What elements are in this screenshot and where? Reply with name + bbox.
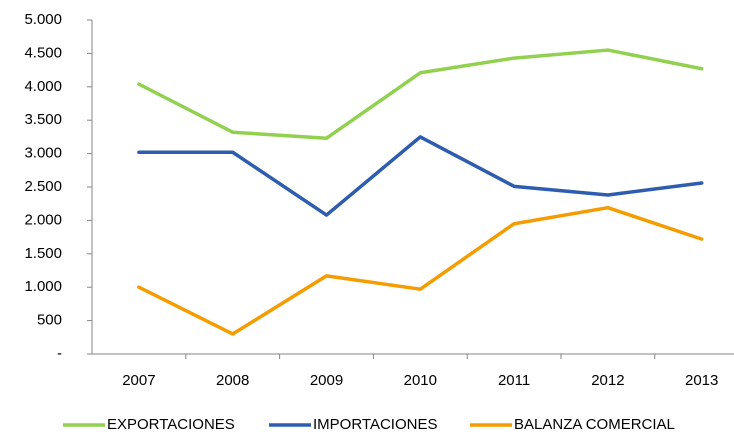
y-tick-label: 1.500 xyxy=(24,245,62,262)
y-tick-label: 4.500 xyxy=(24,44,62,61)
y-tick-label: 3.000 xyxy=(24,145,62,162)
x-tick-label: 2012 xyxy=(591,372,624,389)
series-line xyxy=(137,48,704,140)
y-tick-label: 1.000 xyxy=(24,278,62,295)
x-tick-label: 2009 xyxy=(310,372,343,389)
y-tick-label: - xyxy=(57,345,62,362)
legend-label: BALANZA COMERCIAL xyxy=(514,416,675,433)
series-line xyxy=(137,135,704,217)
legend-label: EXPORTACIONES xyxy=(107,416,235,433)
x-tick-label: 2010 xyxy=(404,372,437,389)
legend-label: IMPORTACIONES xyxy=(313,416,437,433)
y-tick-label: 2.000 xyxy=(24,211,62,228)
x-tick-label: 2013 xyxy=(685,372,718,389)
x-tick-label: 2007 xyxy=(122,372,155,389)
y-tick-label: 3.500 xyxy=(24,111,62,128)
x-tick-label: 2008 xyxy=(216,372,249,389)
series-line xyxy=(137,205,704,336)
y-tick-label: 2.500 xyxy=(24,178,62,195)
y-tick-label: 4.000 xyxy=(24,78,62,95)
y-tick-label: 5.000 xyxy=(24,11,62,28)
y-tick-label: 500 xyxy=(37,312,62,329)
x-tick-label: 2011 xyxy=(498,372,530,389)
